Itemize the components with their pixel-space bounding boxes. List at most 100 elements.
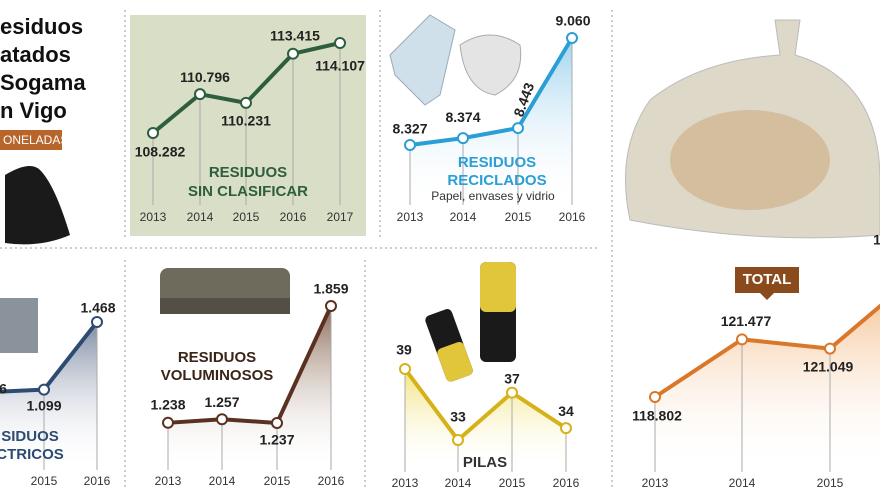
marker <box>566 32 578 44</box>
value-label: 39 <box>396 342 412 358</box>
x-tick-label: 2015 <box>233 210 260 224</box>
chart-title: RESIDUOS <box>209 164 287 181</box>
chart-title: RECICLADOS <box>447 172 546 189</box>
sofa-icon <box>160 298 290 314</box>
chart-title: TOTAL <box>743 271 792 288</box>
marker <box>162 416 174 429</box>
header-title: n Vigo <box>0 98 67 123</box>
marker <box>824 342 836 355</box>
value-label: 1.099 <box>26 397 61 413</box>
marker <box>216 413 228 426</box>
x-tick-label: 2013 <box>140 210 167 224</box>
marker <box>325 300 337 312</box>
x-tick-label: 2013 <box>155 474 182 488</box>
x-tick-label: 2016 <box>559 210 586 224</box>
line <box>403 367 568 442</box>
marker <box>512 122 524 135</box>
value-label: 114.107 <box>315 58 365 74</box>
header-title: atados <box>0 42 71 67</box>
marker <box>457 132 469 145</box>
value-label: 113.415 <box>270 27 320 43</box>
x-tick-label: 2015 <box>499 476 526 490</box>
marker <box>506 386 518 399</box>
value-label: 1.238 <box>150 397 185 413</box>
chart-title: SIDUOS <box>1 428 59 445</box>
x-tick-label: 2015 <box>264 474 291 488</box>
value-label: 1.237 <box>259 432 294 448</box>
marker <box>736 333 748 346</box>
value-label: 110.796 <box>180 69 230 85</box>
header-title: esiduos <box>0 14 83 39</box>
value-label: 8.327 <box>392 121 427 137</box>
x-tick-label: 2015 <box>31 474 58 488</box>
value-label: 118.802 <box>632 408 682 424</box>
value-label: 8.374 <box>445 109 480 125</box>
x-tick-label: 2013 <box>392 476 419 490</box>
chart-title: SIN CLASIFICAR <box>188 183 308 200</box>
marker <box>560 422 572 435</box>
total-badge <box>735 267 799 293</box>
value-label: 1.468 <box>80 300 115 316</box>
chart-title: RESIDUOS <box>178 349 256 366</box>
area <box>0 322 97 470</box>
value-label: 108.282 <box>135 144 186 160</box>
marker <box>399 363 411 375</box>
x-tick-label: 2016 <box>553 476 580 490</box>
chart-title: VOLUMINOSOS <box>161 367 274 384</box>
chart-subtitle: Papel, envases y vidrio <box>431 189 555 203</box>
value-label: 1.859 <box>313 281 348 297</box>
marker <box>334 37 346 49</box>
bottle-icon <box>389 14 456 106</box>
header-title: Sogama <box>0 70 86 95</box>
total-badge <box>760 293 774 300</box>
x-tick-label: 2014 <box>187 210 214 224</box>
marker <box>404 139 416 151</box>
area <box>410 38 572 205</box>
marker <box>91 316 103 328</box>
value-label: 9.060 <box>555 13 590 29</box>
value-label: 33 <box>450 409 466 425</box>
line <box>653 303 880 399</box>
value-label: 110.231 <box>221 113 271 129</box>
marker <box>240 96 252 109</box>
value-label: 1 <box>873 232 880 248</box>
x-tick-label: 2016 <box>318 474 345 488</box>
marker <box>38 383 50 396</box>
area <box>405 369 566 472</box>
bag-icon <box>625 19 880 239</box>
bag-contents <box>670 110 830 210</box>
x-tick-label: 2015 <box>505 210 532 224</box>
value-label: 34 <box>558 403 574 419</box>
marker <box>287 47 299 60</box>
bag-icon <box>5 166 70 245</box>
area <box>655 306 880 472</box>
area <box>168 306 331 470</box>
x-tick-label: 2016 <box>84 474 111 488</box>
marker <box>194 88 206 101</box>
x-tick-label: 2017 <box>327 210 354 224</box>
battery-icon <box>480 262 516 312</box>
value-label: 121.049 <box>803 358 854 374</box>
tv-icon <box>0 298 38 353</box>
marker <box>147 127 159 139</box>
panel-bg <box>130 15 366 236</box>
x-tick-label: 2014 <box>209 474 236 488</box>
value-label: 121.477 <box>721 313 772 329</box>
unit-label: ONELADAS <box>3 133 68 147</box>
x-tick-label: 2013 <box>642 476 669 490</box>
x-tick-label: 2014 <box>729 476 756 490</box>
x-tick-label: 2014 <box>445 476 472 490</box>
marker <box>649 391 661 403</box>
x-tick-label: 2016 <box>280 210 307 224</box>
chart-title: RESIDUOS <box>458 154 536 171</box>
line <box>409 36 574 147</box>
chart-title: PILAS <box>463 454 507 471</box>
marker <box>271 417 283 429</box>
line <box>167 305 333 425</box>
value-label: 1.257 <box>204 394 239 410</box>
x-tick-label: 2013 <box>397 210 424 224</box>
x-tick-label: 2015 <box>817 476 844 490</box>
marker <box>452 434 464 446</box>
battery-icon <box>437 341 473 382</box>
